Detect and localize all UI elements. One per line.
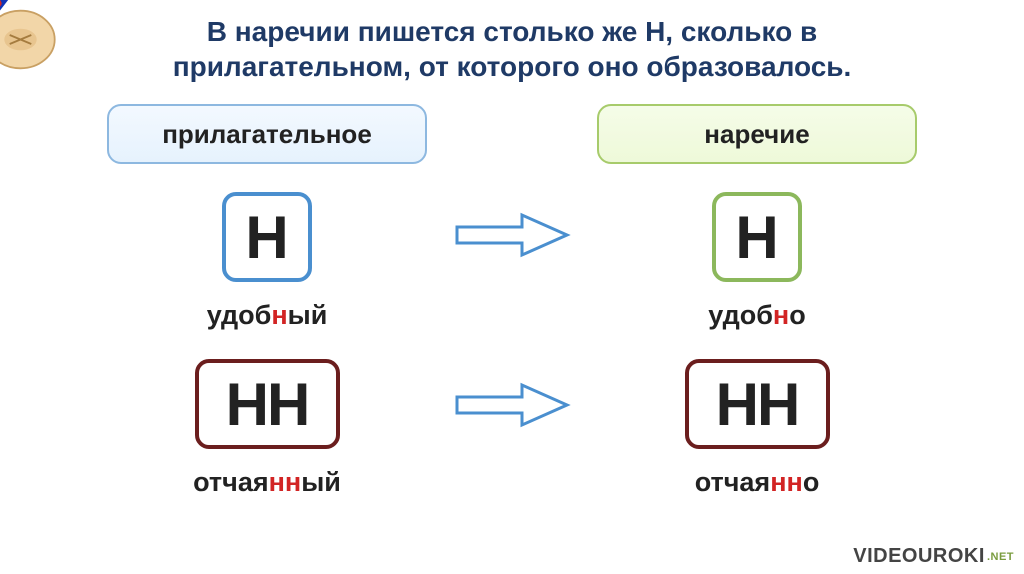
word-udobnyj: удобный bbox=[207, 300, 328, 331]
arrow-icon-1 bbox=[452, 210, 572, 260]
box-hh-left: НН bbox=[195, 359, 340, 449]
column-adjective: прилагательное Н удобный НН отчаянный bbox=[97, 104, 437, 498]
corner-cartoon-icon bbox=[0, 0, 70, 80]
arrow-path bbox=[457, 385, 567, 425]
box-hh-right: НН bbox=[685, 359, 830, 449]
box-h-right: Н bbox=[712, 192, 802, 282]
arrow-path bbox=[457, 215, 567, 255]
word-udobno: удобно bbox=[708, 300, 805, 331]
word-otchayannyj: отчаянный bbox=[193, 467, 341, 498]
page-title: В наречии пишется столько же Н, сколько … bbox=[0, 0, 1024, 84]
header-adjective: прилагательное bbox=[107, 104, 427, 164]
title-line-2: прилагательном, от которого оно образова… bbox=[173, 51, 852, 82]
word-otchayanno: отчаянно bbox=[695, 467, 820, 498]
columns-container: прилагательное Н удобный НН отчаянный на… bbox=[0, 104, 1024, 498]
column-adverb: наречие Н удобно НН отчаянно bbox=[587, 104, 927, 498]
arrow-icon-2 bbox=[452, 380, 572, 430]
header-adverb: наречие bbox=[597, 104, 917, 164]
box-h-left: Н bbox=[222, 192, 312, 282]
title-line-1: В наречии пишется столько же Н, сколько … bbox=[207, 16, 817, 47]
watermark: VIDEOUROKI.NET bbox=[853, 545, 1014, 568]
